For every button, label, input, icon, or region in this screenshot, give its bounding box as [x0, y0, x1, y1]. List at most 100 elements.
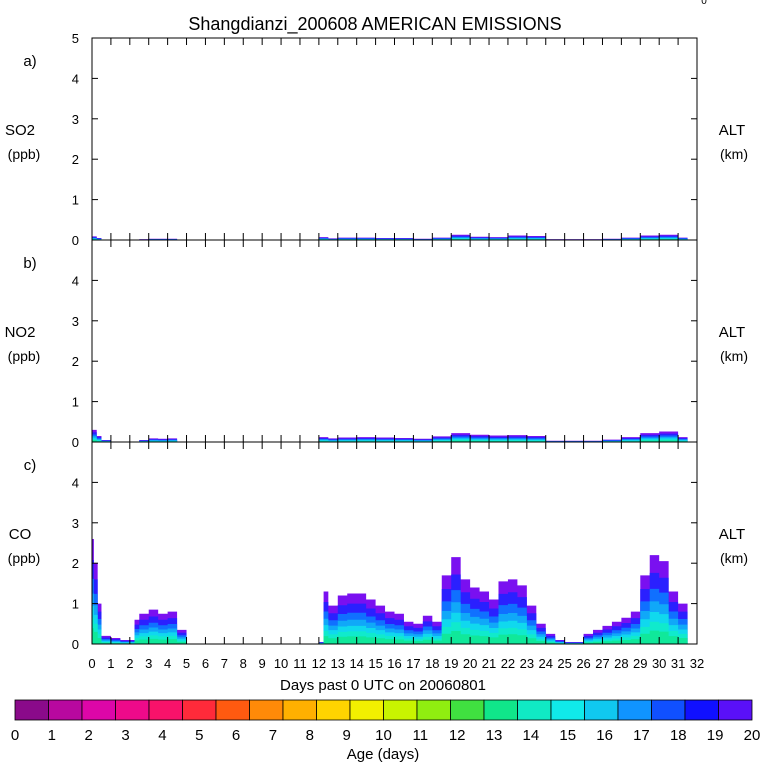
colorbar-tick-label: 6 [232, 727, 240, 744]
y-axis-unit: (ppb) [8, 348, 41, 364]
colorbar-swatch [349, 699, 384, 721]
colorbar-tick-label: 4 [158, 727, 166, 744]
y-tick-label: 1 [72, 193, 79, 208]
colorbar-tick-label: 12 [449, 727, 466, 744]
y-tick-label: 3 [72, 516, 79, 531]
colorbar-swatch [316, 699, 351, 721]
colorbar-swatch [249, 699, 284, 721]
right-axis-unit: (km) [720, 348, 748, 364]
chart-title: Shangdianzi_200608 AMERICAN EMISSIONS [188, 14, 561, 35]
x-tick-label: 7 [221, 656, 228, 671]
x-tick-labels: 0 1 2 3 4 5 6 7 8 9 10 11 12 13 14 15 16 17 18 19 20 21 22 23 24… [88, 656, 704, 671]
colorbar-tick-label: 11 [413, 727, 429, 744]
x-axis-label: Days past 0 UTC on 20060801 [280, 677, 486, 694]
colorbar-swatch [383, 699, 418, 721]
colorbar-swatch [684, 699, 719, 721]
right-axis-unit: (km) [720, 146, 748, 162]
y-tick-label: 5 [72, 31, 79, 46]
colorbar-tick-label: 10 [375, 727, 392, 744]
colorbar-tick-label: 13 [486, 727, 503, 744]
x-tick-label: 1 [107, 656, 114, 671]
y-tick-label: 0 [72, 637, 79, 652]
colorbar-tick-label: 19 [707, 727, 724, 744]
x-tick-label: 20 [463, 656, 477, 671]
colorbar-swatch [416, 699, 451, 721]
panel-co: 0 1 2 3 4 c) CO (ppb) ALT (km) [8, 441, 748, 652]
colorbar-tick-label: 18 [670, 727, 687, 744]
x-tick-label: 10 [274, 656, 288, 671]
x-tick-label: 19 [444, 656, 458, 671]
x-tick-label: 6 [202, 656, 209, 671]
y-tick-label: 2 [72, 556, 79, 571]
y-axis-unit: (ppb) [8, 550, 41, 566]
colorbar-swatch [182, 699, 217, 721]
x-tick-label: 29 [633, 656, 647, 671]
corner-mark: 0 [701, 0, 707, 7]
y-tick-label: 4 [72, 71, 79, 86]
right-axis-label: ALT [719, 324, 745, 341]
panel-so2: 0 1 2 3 4 5 a) SO2 (ppb) ALT (km) [5, 31, 748, 248]
y-tick-label: 2 [72, 152, 79, 167]
y-tick-label: 0 [72, 435, 79, 450]
x-tick-label: 5 [183, 656, 190, 671]
panel-frame [91, 239, 698, 443]
colorbar-tick-label: 14 [523, 727, 540, 744]
x-tick-label: 26 [576, 656, 590, 671]
x-tick-label: 32 [690, 656, 704, 671]
panel-no2: 0 1 2 3 4 b) NO2 (ppb) ALT (km) [5, 239, 748, 450]
colorbar-swatch [550, 699, 585, 721]
colorbar-swatch [14, 699, 49, 721]
age-colorbar: 0 1 2 3 4 5 6 7 8 9 10 11 12 13 14 15 16 17 18 19 20 [11, 699, 761, 744]
x-tick-label: 21 [482, 656, 496, 671]
x-tick-label: 11 [293, 656, 307, 671]
y-tick-label: 2 [72, 354, 79, 369]
x-tick-label: 27 [595, 656, 609, 671]
x-tick-label: 24 [539, 656, 553, 671]
colorbar-swatch [617, 699, 652, 721]
colorbar-swatch [81, 699, 116, 721]
x-tick-label: 25 [557, 656, 571, 671]
panel-letter: a) [23, 53, 36, 70]
colorbar-tick-label: 3 [121, 727, 129, 744]
colorbar-swatch [718, 699, 753, 721]
x-tick-label: 8 [240, 656, 247, 671]
y-tick-label: 3 [72, 112, 79, 127]
x-tick-label: 4 [164, 656, 171, 671]
y-tick-label: 4 [72, 273, 79, 288]
right-axis-label: ALT [719, 526, 745, 543]
right-axis-unit: (km) [720, 550, 748, 566]
right-axis-label: ALT [719, 122, 745, 139]
y-axis-label: NO2 [5, 324, 36, 341]
colorbar-tick-label: 20 [744, 727, 761, 744]
colorbar-swatch [651, 699, 686, 721]
x-tick-label: 17 [406, 656, 420, 671]
colorbar-swatch [282, 699, 317, 721]
colorbar-tick-label: 17 [633, 727, 650, 744]
panel-letter: b) [23, 255, 36, 272]
y-tick-label: 1 [72, 597, 79, 612]
x-tick-label: 22 [501, 656, 515, 671]
y-axis-label: CO [9, 526, 32, 543]
area-layer-6 [92, 628, 688, 644]
colorbar-tick-label: 7 [269, 727, 277, 744]
x-tick-label: 18 [425, 656, 439, 671]
x-tick-label: 2 [126, 656, 133, 671]
colorbar-swatch [584, 699, 619, 721]
x-tick-label: 14 [349, 656, 363, 671]
y-tick-label: 3 [72, 314, 79, 329]
x-tick-label: 31 [671, 656, 685, 671]
colorbar-swatch [483, 699, 518, 721]
y-tick-label: 0 [72, 233, 79, 248]
x-tick-label: 3 [145, 656, 152, 671]
x-tick-label: 23 [520, 656, 534, 671]
colorbar-label: Age (days) [347, 746, 420, 763]
colorbar-tick-label: 15 [559, 727, 576, 744]
y-axis-label: SO2 [5, 122, 35, 139]
x-tick-label: 0 [88, 656, 95, 671]
colorbar-tick-label: 5 [195, 727, 203, 744]
colorbar-tick-label: 9 [342, 727, 350, 744]
x-tick-label: 15 [368, 656, 382, 671]
colorbar-tick-label: 8 [306, 727, 314, 744]
colorbar-swatch [48, 699, 83, 721]
